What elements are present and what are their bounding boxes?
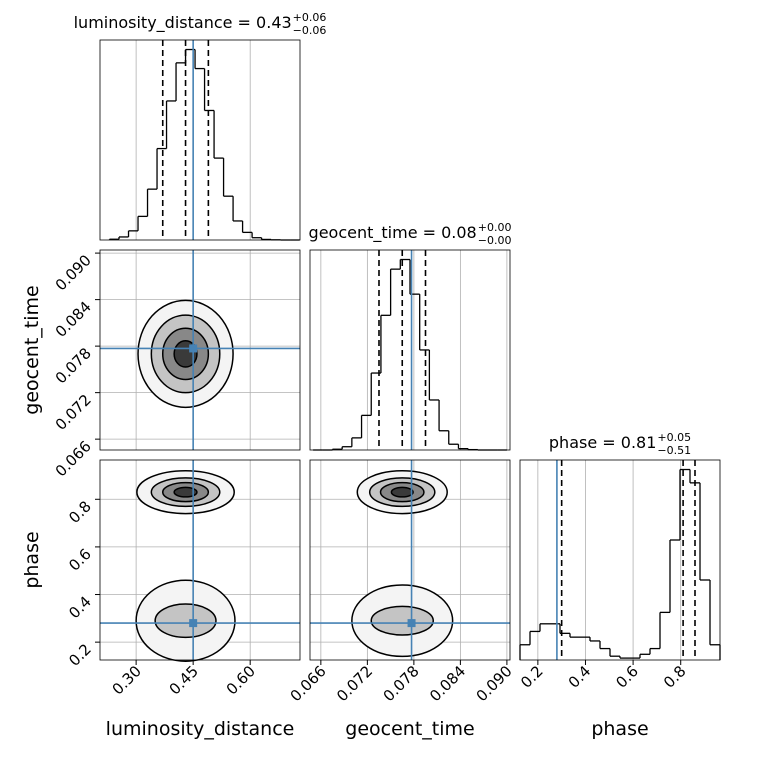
panel: luminosity_distance = 0.43 +0.06−0.06 <box>74 11 327 241</box>
panel-frame <box>99 459 301 661</box>
panel-frame <box>309 249 511 451</box>
contour <box>390 486 414 498</box>
x-axis-label: luminosity_distance <box>106 718 295 740</box>
panel-title: luminosity_distance = 0.43 +0.06−0.06 <box>74 11 327 37</box>
panel-frame <box>309 459 511 661</box>
y-axis-label: phase <box>21 531 43 588</box>
contour <box>370 605 435 636</box>
x-axis-label: geocent_time <box>345 718 474 740</box>
title-plus: +0.05 <box>657 431 691 444</box>
y-axis-label: geocent_time <box>21 285 43 414</box>
panel-frame <box>99 39 301 241</box>
title-minus: −0.06 <box>293 24 327 37</box>
title-text: geocent_time = 0.08 <box>309 223 477 243</box>
contour <box>173 486 198 498</box>
title-text: phase = 0.81 <box>549 433 656 452</box>
panel-title: phase = 0.81 +0.05−0.51 <box>549 431 691 457</box>
panel-frame <box>519 459 721 661</box>
title-plus: +0.06 <box>293 11 327 24</box>
title-text: luminosity_distance = 0.43 <box>74 13 292 33</box>
title-plus: +0.00 <box>478 221 512 234</box>
truth-marker <box>189 344 198 353</box>
panel-title: geocent_time = 0.08 +0.00−0.00 <box>309 221 512 247</box>
x-axis-label: phase <box>591 718 648 740</box>
truth-marker <box>189 619 198 628</box>
panel: geocent_time = 0.08 +0.00−0.00 <box>309 221 512 451</box>
truth-marker <box>407 619 416 628</box>
panel-frame <box>99 249 301 451</box>
title-minus: −0.00 <box>478 234 512 247</box>
contour <box>154 603 217 639</box>
title-minus: −0.51 <box>657 444 691 457</box>
